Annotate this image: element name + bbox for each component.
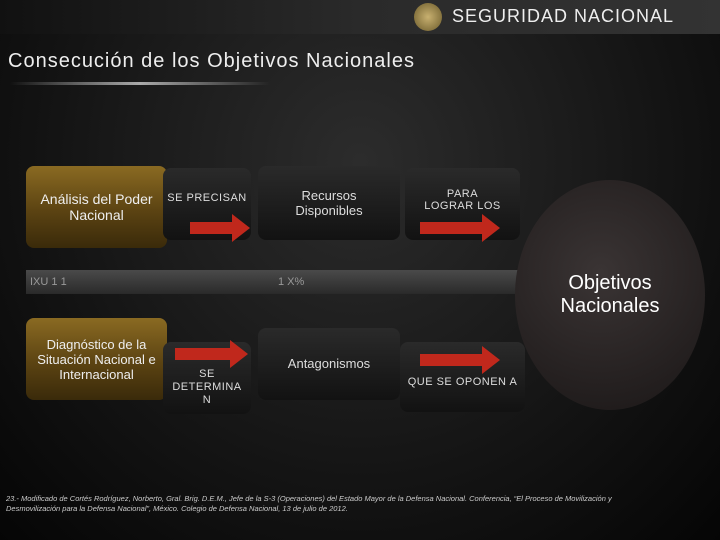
- connector-line: N: [202, 394, 212, 406]
- connector-label: SE PRECISAN: [167, 192, 247, 204]
- timeline-bar: [26, 270, 528, 294]
- slide-title: Consecución de los Objetivos Nacionales: [8, 50, 415, 72]
- bar-label: IXU 1 1: [30, 276, 67, 288]
- connector-line: DETERMINA: [172, 381, 242, 393]
- arrow: [190, 214, 250, 242]
- connector-label: PARA LOGRAR LOS: [424, 188, 501, 212]
- box: Diagnóstico de la Situación Nacional e I…: [26, 318, 167, 400]
- header-bar: [0, 0, 720, 34]
- box-label: Antagonismos: [287, 356, 371, 371]
- connector-label: QUE SE OPONEN A: [407, 376, 518, 388]
- box: Antagonismos: [258, 328, 400, 400]
- arrow: [420, 214, 500, 242]
- connector-line: SE: [199, 368, 215, 380]
- footnote: 23.- Modificado de Cortés Rodríguez, Nor…: [6, 494, 612, 513]
- title-underline: [10, 82, 270, 85]
- box: Análisis del Poder Nacional: [26, 166, 167, 248]
- connector: PARA LOGRAR LOS: [405, 168, 520, 240]
- arrow: [175, 340, 248, 368]
- box-label: Recursos Disponibles: [295, 188, 363, 218]
- goal-circle: Objetivos Nacionales: [515, 180, 705, 410]
- goal-label: Objetivos Nacionales: [560, 272, 660, 317]
- box: Recursos Disponibles: [258, 166, 400, 240]
- arrow: [420, 346, 500, 374]
- emblem: [414, 3, 442, 31]
- connector: QUE SE OPONEN A: [400, 342, 525, 412]
- bar-label: 1 X%: [278, 276, 305, 288]
- header-title: SEGURIDAD NACIONAL: [452, 6, 675, 26]
